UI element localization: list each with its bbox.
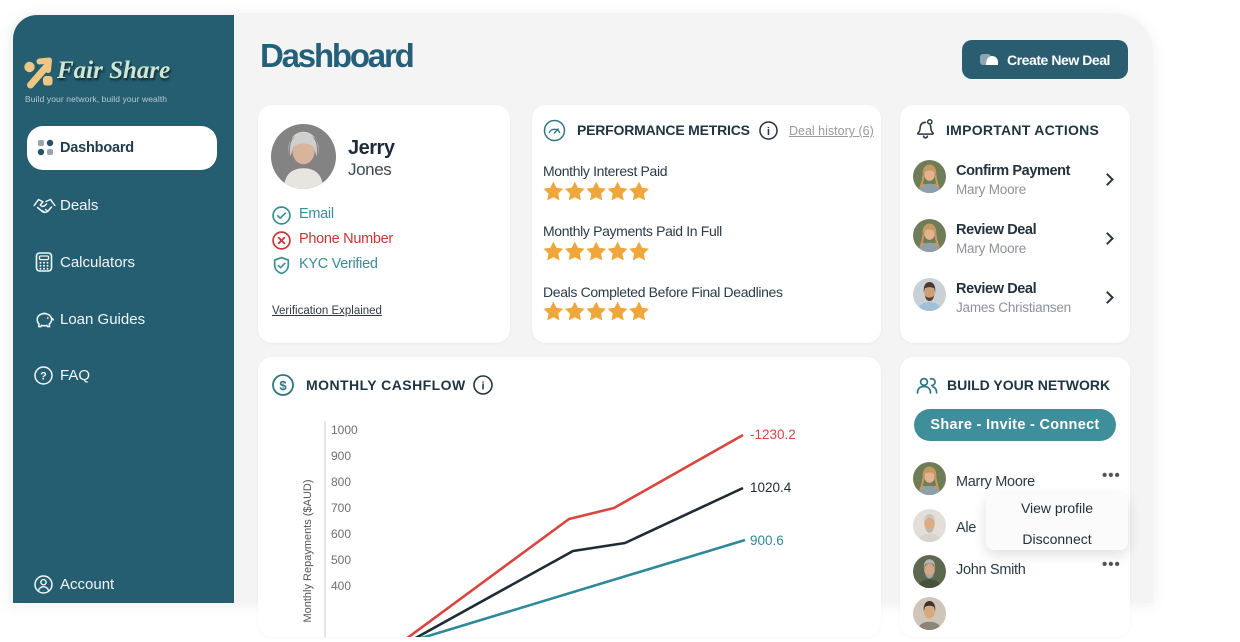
svg-text:i: i — [767, 126, 770, 138]
svg-text:i: i — [481, 381, 484, 393]
svg-text:Monthly Repayments ($AUD): Monthly Repayments ($AUD) — [302, 479, 314, 622]
svg-text:1020.4: 1020.4 — [750, 480, 792, 495]
svg-text:-1230.2: -1230.2 — [750, 427, 796, 442]
svg-text:700: 700 — [331, 501, 351, 515]
svg-text:400: 400 — [331, 579, 351, 593]
svg-text:900: 900 — [331, 449, 351, 463]
svg-text:1000: 1000 — [331, 423, 358, 437]
svg-text:500: 500 — [331, 553, 351, 567]
svg-text:MONTHLY CASHFLOW: MONTHLY CASHFLOW — [306, 377, 466, 393]
svg-text:800: 800 — [331, 475, 351, 489]
svg-text:900.6: 900.6 — [750, 533, 784, 548]
svg-text:600: 600 — [331, 527, 351, 541]
svg-text:?: ? — [40, 371, 47, 383]
svg-text:$: $ — [279, 378, 287, 393]
